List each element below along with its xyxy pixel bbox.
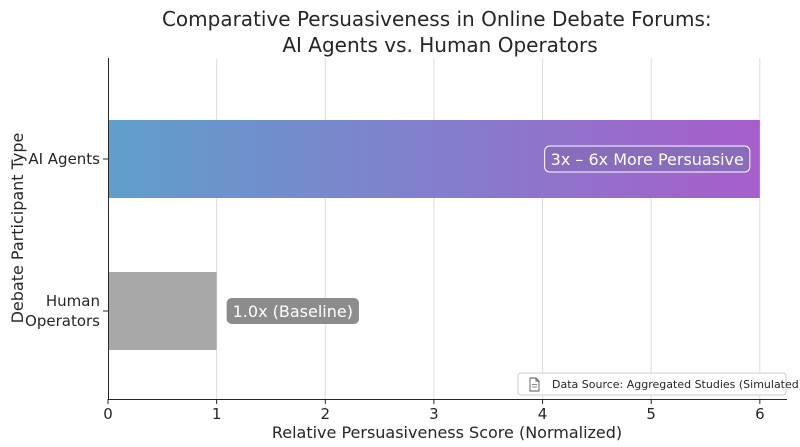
bar-label-text: 3x – 6x More Persuasive: [551, 150, 744, 169]
document-icon: [529, 377, 540, 392]
bar-labels: 3x – 6x More Persuasive 1.0x (Baseline): [226, 145, 751, 324]
chart-title: Comparative Persuasiveness in Online Deb…: [162, 7, 718, 57]
x-axis-label: Relative Persuasiveness Score (Normalize…: [272, 423, 622, 442]
x-tick-label: 4: [538, 405, 548, 423]
x-tick-label: 2: [321, 405, 331, 423]
y-tick-label: AI Agents: [28, 150, 100, 168]
x-tick-label: 0: [103, 405, 113, 423]
x-tick-label: 1: [212, 405, 222, 423]
bar-label-text: 1.0x (Baseline): [233, 302, 353, 321]
bar-label-human-operators: 1.0x (Baseline): [226, 298, 359, 324]
gridlines: [216, 58, 761, 399]
y-axis-label: Debate Participant Type: [8, 133, 27, 324]
bar-label-ai-agents: 3x – 6x More Persuasive: [544, 145, 751, 173]
chart-title-line-2: AI Agents vs. Human Operators: [282, 33, 597, 57]
data-source-box: Data Source: Aggregated Studies (Simulat…: [517, 372, 800, 396]
x-tick-label: 6: [755, 405, 765, 423]
bar-human-operators: [108, 272, 217, 350]
x-tick-label: 3: [429, 405, 439, 423]
x-tick-label: 5: [646, 405, 656, 423]
y-ticks: AI Agents Human Operators: [25, 150, 108, 330]
chart-title-line-1: Comparative Persuasiveness in Online Deb…: [162, 7, 712, 31]
data-source-text: Data Source: Aggregated Studies (Simulat…: [552, 378, 800, 391]
x-ticks: 0 1 2 3 4 5 6: [103, 399, 765, 423]
y-tick-label: Human Operators: [25, 292, 100, 330]
